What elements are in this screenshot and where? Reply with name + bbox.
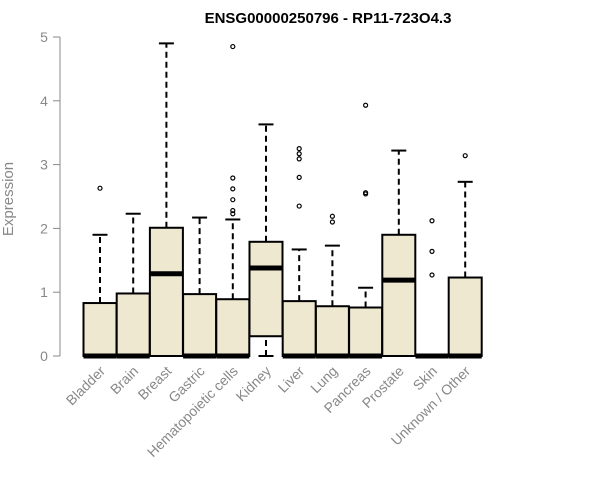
y-tick-label: 3 <box>40 157 48 173</box>
box-rect <box>215 298 251 357</box>
x-tick-label: Kidney <box>233 363 275 405</box>
box-breast <box>148 42 184 357</box>
outlier-point <box>363 102 369 108</box>
x-tick-label: Liver <box>275 363 308 396</box>
y-tick-label: 2 <box>40 220 48 236</box>
outlier-point <box>230 43 236 50</box>
box-brain <box>115 212 151 359</box>
y-tick-label: 0 <box>40 348 48 364</box>
box-rect <box>314 305 350 357</box>
outlier-point <box>230 186 236 192</box>
outlier-point <box>230 175 236 181</box>
box-rect <box>182 293 218 358</box>
outlier-point <box>462 153 468 159</box>
y-tick-label: 4 <box>40 93 48 109</box>
y-tick-label: 1 <box>40 284 48 300</box>
outlier-point <box>296 151 302 157</box>
box-unknown-other <box>447 153 483 359</box>
box-rect <box>281 300 317 357</box>
x-tick-label: Bladder <box>63 363 109 409</box>
outlier-point <box>429 248 435 254</box>
box-liver <box>281 146 317 359</box>
box-prostate <box>381 149 417 357</box>
outlier-point <box>97 185 103 191</box>
box-skin <box>415 218 449 359</box>
box-rect <box>115 292 151 358</box>
box-rect <box>148 226 184 357</box>
outlier-point <box>296 146 302 152</box>
box-lung <box>314 213 350 359</box>
outlier-point <box>329 213 335 219</box>
outlier-point <box>296 203 302 209</box>
box-rect <box>82 302 118 357</box>
box-gastric <box>182 216 218 359</box>
outlier-point <box>429 218 435 224</box>
outlier-point <box>296 156 302 162</box>
outlier-point <box>429 272 435 278</box>
box-rect <box>348 306 384 357</box>
box-pancreas <box>348 102 384 359</box>
y-tick-label: 5 <box>40 29 48 45</box>
box-rect <box>447 276 483 357</box>
chart-title: ENSG00000250796 - RP11-723O4.3 <box>205 10 452 27</box>
box-bladder <box>82 185 118 359</box>
box-group <box>82 42 483 359</box>
outlier-point <box>363 190 369 196</box>
outlier-point <box>329 219 335 225</box>
outlier-point <box>296 174 302 180</box>
box-rect <box>381 233 417 357</box>
outlier-point <box>230 207 236 214</box>
box-rect <box>248 240 284 338</box>
box-kidney <box>248 123 284 357</box>
box-hematopoietic-cells <box>215 43 251 359</box>
outlier-point <box>230 197 236 203</box>
y-axis-label: Expression <box>0 162 17 236</box>
y-axis: 0 1 2 3 4 5 <box>40 29 61 364</box>
outlier-point <box>230 211 236 217</box>
